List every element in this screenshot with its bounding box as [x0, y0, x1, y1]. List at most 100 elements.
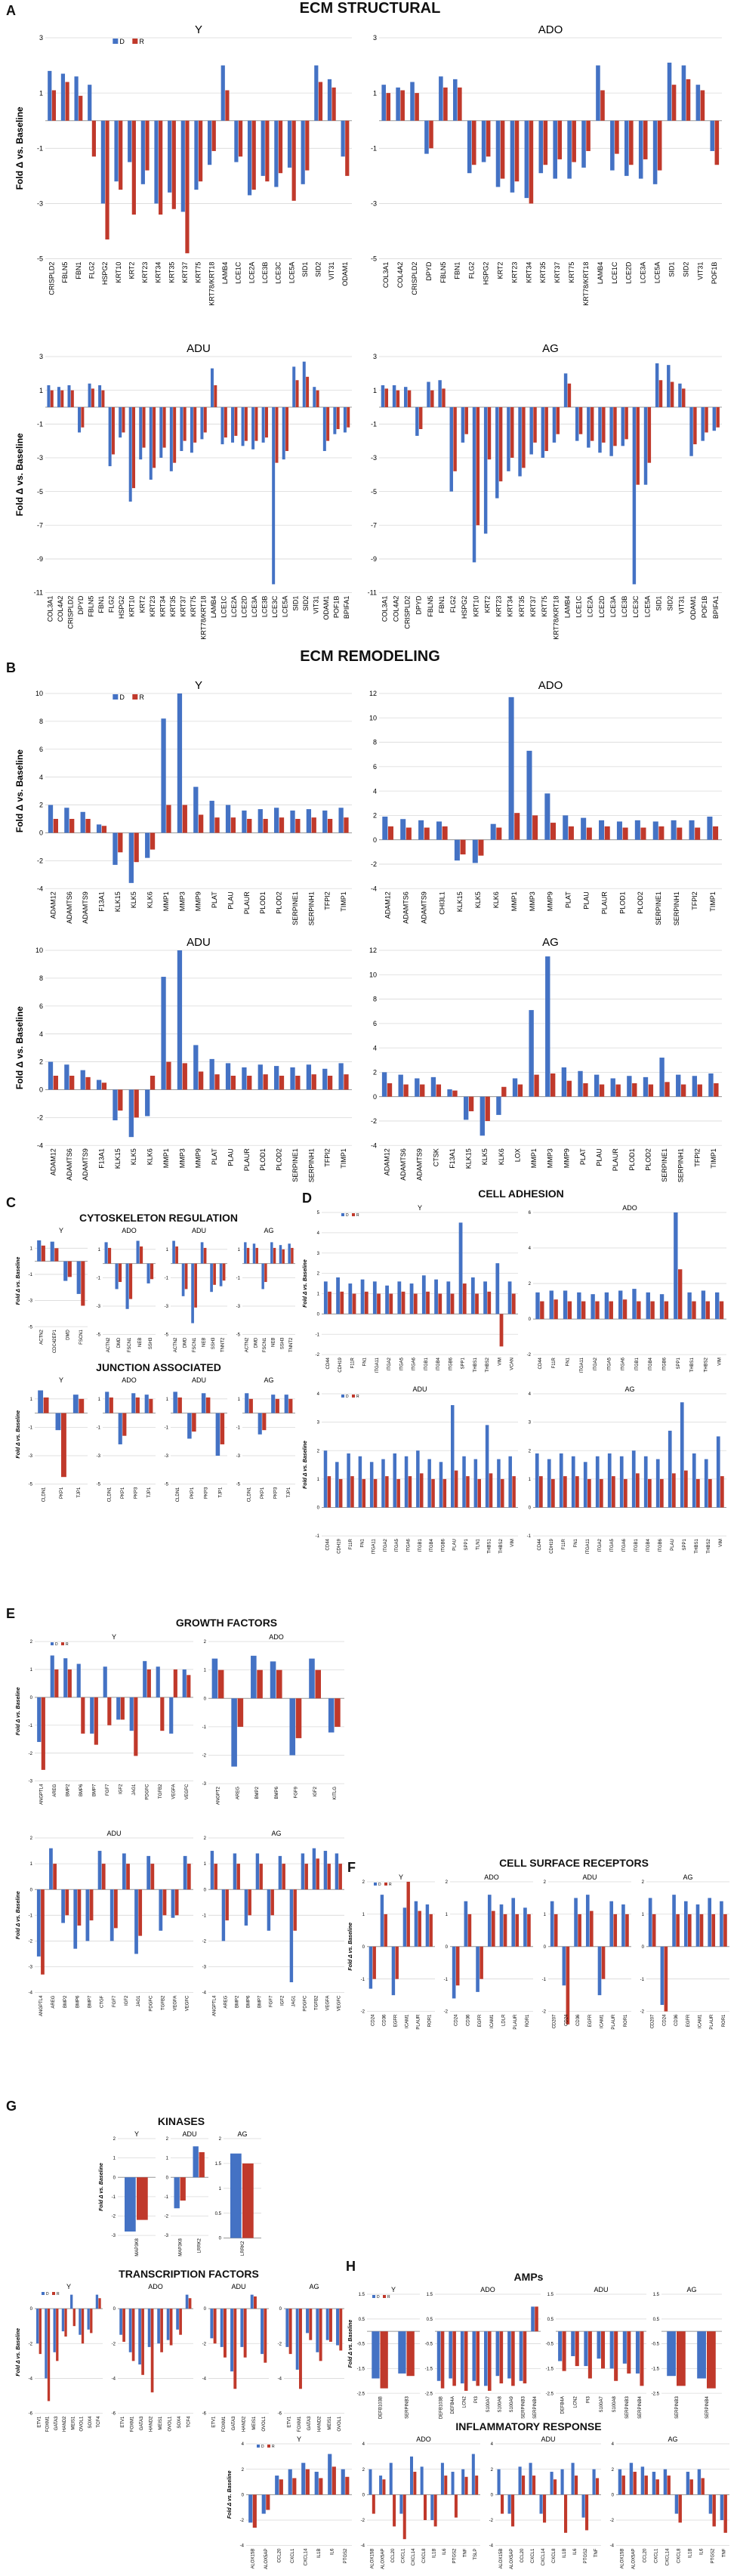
y-tick-label: -3 — [236, 1305, 241, 1309]
legend-swatch-d — [51, 1642, 54, 1645]
x-tick-label: PKP3 — [205, 1487, 209, 1499]
x-tick-label: FGF7 — [113, 1995, 117, 2007]
bar-d-cxcl1 — [529, 2463, 532, 2495]
x-tick-label: ITGA2 — [387, 1357, 392, 1370]
section-title-junction: JUNCTION ASSOCIATED — [96, 1361, 221, 1373]
bar-r-bmp6 — [248, 1889, 251, 1916]
x-tick-label: PKP3 — [134, 1487, 139, 1499]
bar-r-vit31 — [682, 388, 686, 407]
y-tick-label: -5 — [165, 1333, 169, 1338]
bar-d-odam1 — [341, 120, 345, 157]
bar-d-bmp2 — [251, 1655, 257, 1699]
bar-r-lce3b — [624, 406, 628, 440]
bar-d-krt37 — [180, 120, 185, 212]
bar-d-vim — [716, 1436, 720, 1508]
bar-d-dpyd — [424, 120, 429, 154]
bar-d-cd207 — [648, 1898, 652, 1947]
x-tick-label: HAND2 — [242, 2416, 246, 2432]
x-tick-label: MAP3K8 — [178, 2238, 183, 2256]
bar-d-itga6 — [404, 1456, 409, 1508]
x-tick-label: TNF — [594, 2548, 599, 2557]
bar-r-pdgfc — [304, 1864, 308, 1890]
bar-d-f13a1 — [96, 824, 102, 833]
bar-d-ssh3 — [146, 1263, 150, 1283]
bar-r-neb — [203, 1247, 207, 1264]
bar-d-thbs1 — [692, 1453, 696, 1508]
x-tick-label: KITLG — [333, 1787, 338, 1800]
bar-d-lce1c — [575, 406, 579, 441]
x-tick-label: ITGA11 — [580, 1357, 584, 1373]
y-tick-label: -5 — [37, 255, 43, 263]
x-tick-label: LCE2A — [248, 262, 255, 284]
x-tick-label: TIMP1 — [340, 1148, 347, 1169]
y-tick-label: -2 — [112, 2215, 116, 2219]
x-tick-label: KRT10 — [128, 596, 136, 617]
x-tick-label: PDGFC — [303, 1995, 307, 2012]
bar-d-egfr — [391, 1946, 396, 1996]
x-tick-label: KLK15 — [456, 891, 464, 912]
section-title-cytoskeleton: CYTOSKELETON REGULATION — [79, 1212, 238, 1224]
bar-d-itga2 — [595, 1456, 600, 1508]
x-tick-label: ALOX15B — [620, 2549, 624, 2569]
y-tick-label: -5 — [371, 488, 377, 496]
bar-d-ptgs2 — [341, 2469, 345, 2495]
bar-r-adamts9 — [424, 827, 430, 840]
bar-d-ptgs2 — [581, 2494, 585, 2518]
bar-r-tfpi2 — [327, 1076, 333, 1090]
y-tick-label: 0 — [544, 1945, 547, 1950]
bar-d-pkp3 — [271, 1395, 276, 1413]
bar-r-plaur — [247, 819, 252, 833]
x-tick-label: MAP3K8 — [135, 2238, 140, 2256]
x-tick-label: VEGFA — [172, 1784, 177, 1799]
x-tick-label: AREG — [53, 1784, 57, 1796]
bar-r-vit31 — [700, 90, 705, 121]
x-tick-label: CDH19 — [550, 1538, 554, 1553]
x-tick-label: AREG — [236, 1787, 240, 1799]
x-tick-label: KLK6 — [492, 891, 500, 908]
bar-r-itga2 — [595, 1301, 600, 1320]
x-tick-label: VEGFC — [337, 1995, 341, 2011]
bar-d-cd44 — [535, 1453, 539, 1508]
x-tick-label: BMP6 — [76, 1995, 80, 2008]
y-tick-label: -5 — [97, 1483, 101, 1487]
bar-d-f11r — [559, 1453, 563, 1508]
y-tick-label: -2 — [527, 1353, 532, 1357]
x-tick-label: BPIFA1 — [712, 596, 720, 619]
bar-d-angptl4 — [210, 1851, 214, 1890]
bar-r-etv1 — [288, 2309, 292, 2355]
x-tick-label: TNNT2 — [221, 1337, 226, 1352]
chart-title: AG — [264, 1376, 273, 1384]
x-tick-label: CRISPLD2 — [48, 262, 56, 295]
chart-title: ADU — [582, 1873, 597, 1881]
y-tick-label: -3 — [29, 1966, 33, 1970]
chart-title: AG — [686, 2286, 696, 2293]
bar-d-bmp6 — [76, 1663, 81, 1697]
x-tick-label: VEGFC — [186, 1995, 190, 2011]
bar-r-defb103b — [380, 2331, 388, 2389]
y-tick-label: 4 — [491, 2442, 494, 2447]
x-tick-label: KLK5 — [130, 1148, 137, 1165]
bar-d-igf2 — [278, 1855, 282, 1890]
bar-d-bmp2 — [233, 1853, 237, 1890]
x-tick-label: FOXM1 — [46, 2416, 51, 2432]
y-tick-label: 0 — [373, 836, 377, 844]
y-tick-label: -11 — [368, 589, 377, 597]
x-tick-label: CXCL14 — [412, 2548, 416, 2565]
legend-label-d: D — [55, 1642, 58, 1647]
bar-r-krt2 — [500, 120, 505, 179]
bar-r-fbln5 — [65, 82, 69, 121]
bar-d-alox15b — [368, 2469, 372, 2495]
legend-swatch-d — [341, 1395, 344, 1398]
bar-d-col4a2 — [396, 87, 400, 121]
x-tick-label: ADAMTS9 — [420, 891, 427, 924]
bar-d-tnnt2 — [288, 1243, 291, 1264]
bar-d-areg — [49, 1848, 53, 1890]
x-tick-label: ICAM1 — [600, 2014, 605, 2028]
bar-r-il1b — [319, 2478, 323, 2495]
x-tick-label: FSCN1 — [128, 1337, 132, 1352]
bar-r-serpine1 — [295, 819, 301, 833]
bar-r-sid1 — [658, 380, 663, 407]
